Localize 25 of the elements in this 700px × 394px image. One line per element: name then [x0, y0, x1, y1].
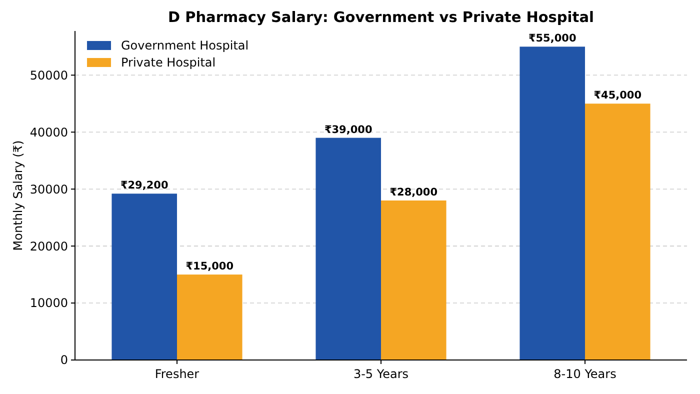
- y-axis-title: Monthly Salary (₹): [11, 140, 25, 251]
- data-label: ₹39,000: [324, 124, 372, 136]
- data-label: ₹29,200: [120, 180, 168, 192]
- y-tick-label: 40000: [30, 125, 68, 140]
- legend-label: Government Hospital: [121, 38, 249, 53]
- data-label: ₹28,000: [390, 186, 438, 198]
- y-tick-label: 10000: [30, 296, 68, 310]
- bar: [381, 200, 446, 360]
- chart-title: D Pharmacy Salary: Government vs Private Hospital: [168, 10, 594, 26]
- x-tick-label: 3-5 Years: [353, 367, 409, 381]
- x-tick-label: 8-10 Years: [554, 367, 616, 381]
- y-tick-label: 30000: [30, 182, 68, 196]
- bar: [177, 274, 242, 360]
- bar: [585, 104, 650, 360]
- data-label: ₹45,000: [594, 90, 642, 102]
- bar: [520, 46, 585, 360]
- legend-label: Private Hospital: [121, 56, 216, 70]
- y-tick-label: 0: [60, 353, 68, 368]
- data-label: ₹55,000: [528, 32, 576, 45]
- data-label: ₹15,000: [186, 260, 234, 273]
- y-tick-label: 20000: [30, 239, 68, 254]
- bar: [112, 194, 177, 360]
- x-tick-label: Fresher: [154, 367, 200, 381]
- bar: [316, 138, 381, 360]
- y-tick-label: 50000: [30, 68, 68, 82]
